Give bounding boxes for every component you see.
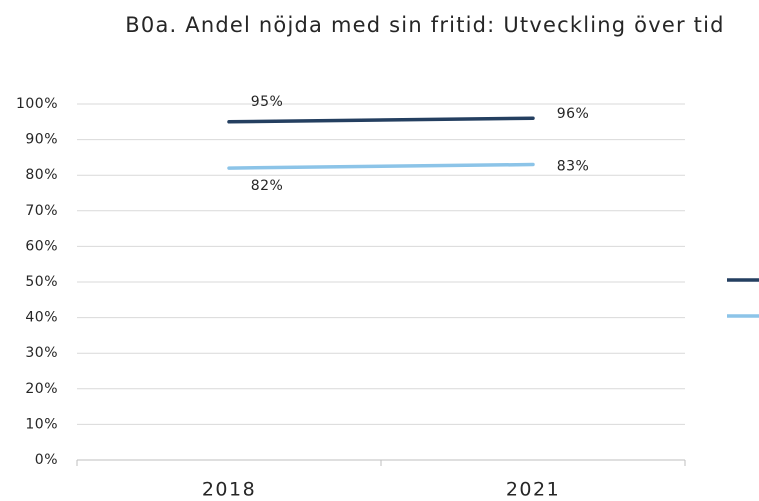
y-tick-label: 70% bbox=[25, 203, 58, 219]
x-tick-label: 2018 bbox=[202, 479, 256, 501]
series-line bbox=[227, 116, 535, 124]
series-line bbox=[227, 162, 535, 170]
data-label: 83% bbox=[557, 159, 590, 175]
data-label: 95% bbox=[251, 94, 284, 110]
data-label: 96% bbox=[557, 106, 590, 122]
y-tick-label: 40% bbox=[25, 310, 58, 326]
x-tick-label: 2021 bbox=[506, 479, 560, 501]
y-tick-label: 10% bbox=[25, 416, 58, 432]
y-tick-label: 50% bbox=[25, 274, 58, 290]
y-tick-label: 80% bbox=[25, 167, 58, 183]
data-label: 82% bbox=[251, 178, 284, 194]
chart-title: B0a. Andel nöjda med sin fritid: Utveckl… bbox=[125, 13, 725, 37]
y-tick-label: 100% bbox=[16, 96, 58, 112]
y-tick-label: 30% bbox=[25, 345, 58, 361]
y-tick-label: 20% bbox=[25, 381, 58, 397]
y-tick-label: 0% bbox=[35, 452, 58, 468]
y-tick-label: 60% bbox=[25, 238, 58, 254]
y-tick-label: 90% bbox=[25, 132, 58, 148]
